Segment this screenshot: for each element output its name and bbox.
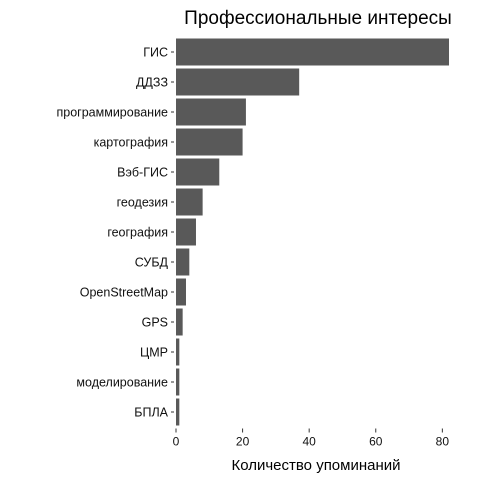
bar (176, 68, 300, 96)
bar (176, 278, 186, 306)
y-tick-label: Вэб-ГИС (117, 166, 168, 180)
bar (176, 338, 180, 366)
bar (176, 98, 246, 126)
y-axis: ГИС ДДЗЗ программирование картография Вэб-ГИ… (57, 46, 174, 420)
x-axis-title: Количество упоминаний (231, 457, 400, 474)
y-tick-label: программирование (57, 106, 169, 120)
y-tick-label: ГИС (143, 46, 168, 60)
bar (176, 38, 450, 66)
y-tick-label: OpenStreetMap (80, 286, 168, 300)
y-tick-label: моделирование (76, 376, 168, 390)
x-tick-label: 80 (436, 435, 450, 449)
y-tick-label: БПЛА (134, 406, 168, 420)
y-tick-label: картография (94, 136, 168, 150)
x-tick-label: 40 (302, 435, 316, 449)
bar (176, 188, 203, 216)
x-tick-label: 20 (236, 435, 250, 449)
bar (176, 158, 220, 186)
bar (176, 398, 180, 426)
x-tick-label: 60 (369, 435, 383, 449)
bar (176, 218, 196, 246)
bar (176, 128, 243, 156)
x-tick-label: 0 (173, 435, 180, 449)
y-tick-label: GPS (142, 316, 168, 330)
bars-group (176, 38, 450, 426)
bar (176, 308, 183, 336)
y-tick-label: ЦМР (140, 346, 168, 360)
y-tick-label: СУБД (135, 256, 169, 270)
x-axis: 0 20 40 60 80 (173, 428, 450, 449)
y-tick-label: геодезия (117, 196, 168, 210)
chart-title: Профессиональные интересы (184, 8, 452, 29)
y-tick-label: ДДЗЗ (136, 76, 168, 90)
bar (176, 368, 180, 396)
y-tick-label: география (107, 226, 168, 240)
bar (176, 248, 190, 276)
